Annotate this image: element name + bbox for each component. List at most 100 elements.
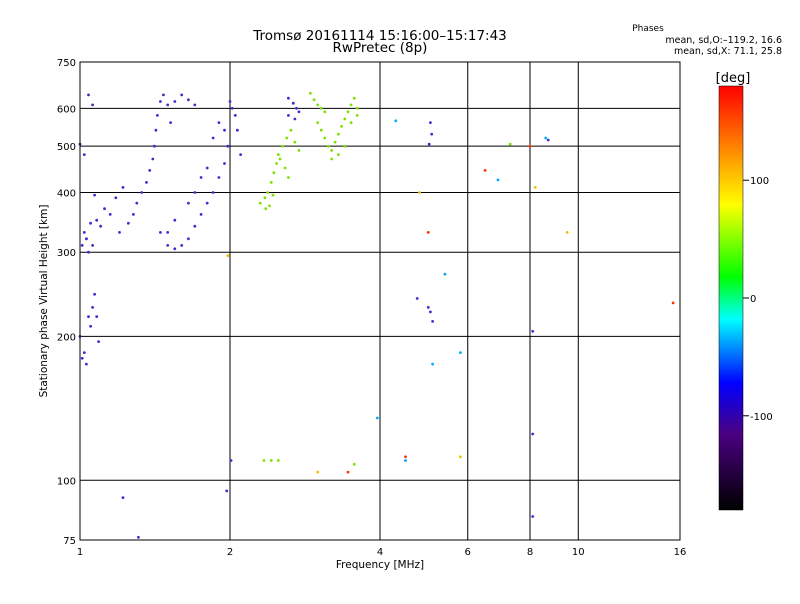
y-tick-label: 750 xyxy=(57,58,76,69)
data-point xyxy=(426,231,430,234)
data-point xyxy=(159,231,162,234)
data-point xyxy=(565,231,569,234)
data-point xyxy=(316,470,320,474)
data-point xyxy=(295,106,298,110)
y-tick-label: 100 xyxy=(57,476,76,487)
data-point xyxy=(91,103,94,107)
data-point xyxy=(546,138,550,142)
data-point xyxy=(114,196,118,200)
data-point xyxy=(187,98,190,102)
data-point xyxy=(349,103,353,107)
data-point xyxy=(430,132,434,136)
data-point xyxy=(217,176,221,179)
data-point xyxy=(166,231,170,234)
x-axis-label: Frequency [MHz] xyxy=(336,559,424,571)
data-point xyxy=(211,191,215,194)
data-point xyxy=(276,459,280,462)
y-axis-label: Stationary phase Virtual Height [km] xyxy=(38,205,50,398)
x-tick-label: 8 xyxy=(527,547,533,558)
y-tick-label: 75 xyxy=(63,536,76,547)
data-point xyxy=(275,162,278,165)
data-point xyxy=(276,153,280,157)
data-point xyxy=(431,320,434,323)
data-point xyxy=(97,340,100,343)
data-point xyxy=(297,149,301,152)
data-point xyxy=(312,98,316,102)
y-axis-ticks: 75 100 200 300 400 500 600 750 xyxy=(57,58,76,547)
plot-frame xyxy=(79,61,681,541)
data-point xyxy=(85,362,88,366)
data-point xyxy=(355,106,359,110)
data-point xyxy=(173,247,177,251)
data-point xyxy=(239,153,243,157)
data-point xyxy=(226,144,230,148)
data-point xyxy=(431,362,434,366)
data-point xyxy=(89,221,92,225)
data-point xyxy=(415,297,419,300)
data-point xyxy=(148,169,152,172)
data-point xyxy=(108,213,112,216)
data-point xyxy=(426,306,430,309)
data-point xyxy=(233,114,237,117)
data-point xyxy=(337,132,340,136)
data-point xyxy=(346,470,350,474)
x-tick-label: 10 xyxy=(572,547,585,558)
data-point xyxy=(394,119,398,123)
data-point xyxy=(93,193,96,197)
data-point xyxy=(82,231,86,234)
data-point xyxy=(459,351,462,354)
x-tick-label: 2 xyxy=(227,547,233,558)
data-point xyxy=(323,110,327,114)
phases-stat-o: mean, sd,O:–119.2, 16.6 xyxy=(665,35,782,46)
data-point xyxy=(287,96,290,100)
data-point xyxy=(154,128,158,132)
data-point xyxy=(153,144,156,148)
data-point xyxy=(671,301,675,305)
data-point xyxy=(121,496,125,499)
data-point xyxy=(180,244,184,247)
data-point xyxy=(262,459,266,462)
data-point xyxy=(226,254,230,258)
colorbar xyxy=(718,85,744,511)
data-point xyxy=(99,224,102,228)
y-tick-label: 300 xyxy=(57,248,76,259)
data-point xyxy=(263,196,267,200)
data-points xyxy=(78,91,675,539)
data-point xyxy=(87,315,90,318)
x-tick-label: 1 xyxy=(77,547,83,558)
x-tick-label: 4 xyxy=(377,547,383,558)
data-point xyxy=(316,103,320,107)
data-point xyxy=(205,166,209,170)
data-point xyxy=(289,128,293,132)
data-point xyxy=(352,96,356,100)
data-point xyxy=(330,149,334,152)
data-point xyxy=(293,140,297,144)
data-point xyxy=(429,310,432,314)
data-point xyxy=(87,93,90,97)
data-point xyxy=(443,272,447,276)
data-point xyxy=(319,106,323,110)
data-point xyxy=(82,351,86,354)
data-point xyxy=(316,121,320,124)
colorbar-tick-label: -100 xyxy=(750,412,773,423)
data-point xyxy=(266,191,269,194)
data-point xyxy=(323,136,327,140)
data-point xyxy=(228,100,232,103)
data-point xyxy=(272,171,276,175)
data-point xyxy=(281,144,284,148)
y-tick-label: 200 xyxy=(57,332,76,343)
data-point xyxy=(95,218,99,222)
data-point xyxy=(330,157,334,161)
data-point xyxy=(132,213,135,216)
data-point xyxy=(91,244,94,247)
data-point xyxy=(326,144,330,148)
data-point xyxy=(211,136,215,140)
data-point xyxy=(528,144,532,148)
data-point xyxy=(287,114,290,117)
data-point xyxy=(80,356,84,360)
data-point xyxy=(319,128,323,132)
data-point xyxy=(293,117,297,121)
data-point xyxy=(429,121,432,124)
chart-title: Tromsø 20161114 15:16:00–15:17:43 xyxy=(252,28,507,44)
